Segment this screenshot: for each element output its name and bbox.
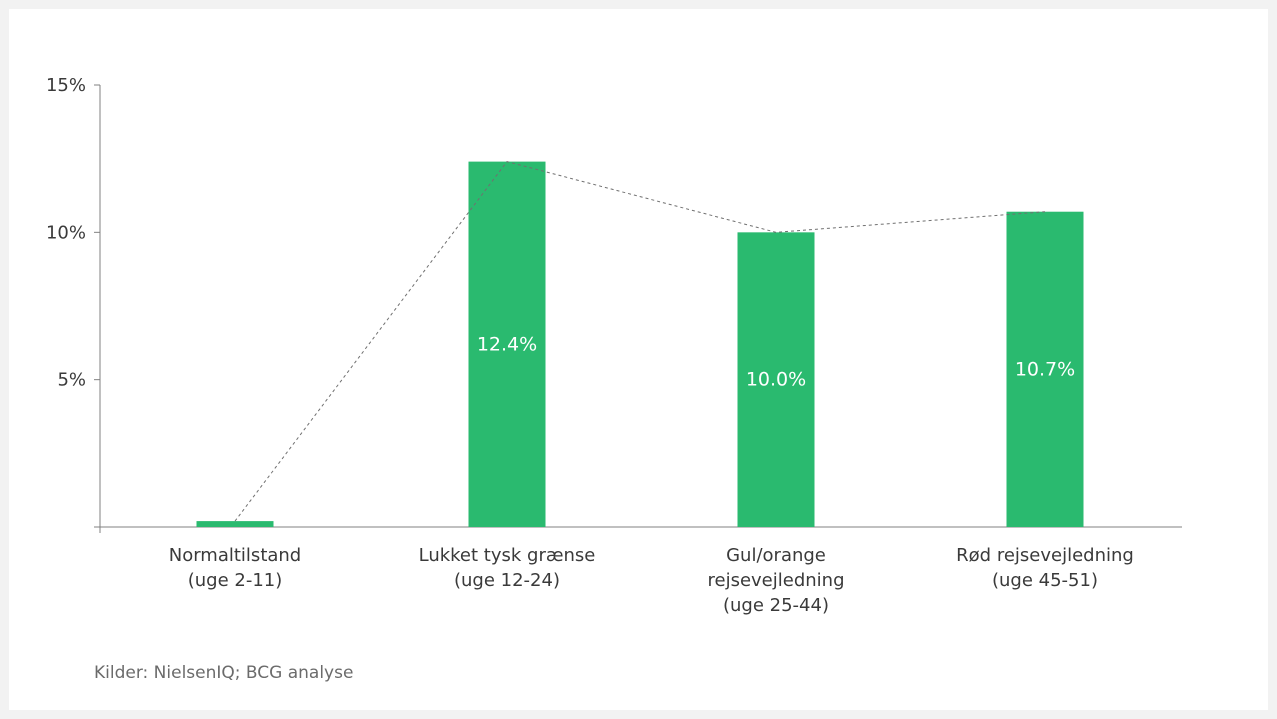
bar-chart: 5% 10% 15% 12.4% 10.0% 10.7% — [46, 75, 1182, 533]
connector-line — [234, 161, 1046, 522]
bar — [1006, 211, 1084, 527]
x-tick-label: Rød rejsevejledning (uge 45-51) — [956, 545, 1134, 591]
bar — [468, 161, 546, 527]
bar-value-label: 12.4% — [477, 333, 537, 355]
bar — [737, 232, 815, 528]
y-tick-label: 10% — [46, 222, 86, 243]
y-tick-label: 5% — [57, 370, 86, 391]
source-note: Kilder: NielsenIQ; BCG analyse — [94, 663, 354, 683]
bar — [196, 521, 274, 527]
bar-value-label: 10.0% — [746, 369, 806, 391]
y-tick-label: 15% — [46, 75, 86, 96]
x-tick-label: Gul/orange rejsevejledning (uge 25-44) — [707, 545, 845, 616]
x-tick-label: Lukket tysk grænse (uge 12-24) — [418, 545, 596, 591]
chart-panel: 5% 10% 15% 12.4% 10.0% 10.7% Normaltilstand (… — [9, 9, 1268, 710]
bar-value-label: 10.7% — [1015, 358, 1075, 380]
x-tick-label: Normaltilstand (uge 2-11) — [168, 545, 302, 591]
